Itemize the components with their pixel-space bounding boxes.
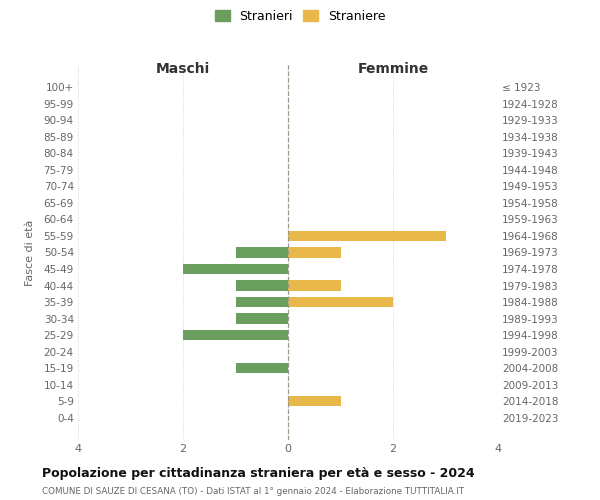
Bar xyxy=(235,280,288,291)
Legend: Stranieri, Straniere: Stranieri, Straniere xyxy=(211,6,389,26)
Text: Popolazione per cittadinanza straniera per età e sesso - 2024: Popolazione per cittadinanza straniera p… xyxy=(42,468,475,480)
Text: Femmine: Femmine xyxy=(358,62,428,76)
Bar xyxy=(235,313,288,324)
Y-axis label: Fasce di età: Fasce di età xyxy=(25,220,35,286)
Bar xyxy=(288,247,341,258)
Bar xyxy=(235,247,288,258)
Bar xyxy=(183,264,288,274)
Bar xyxy=(288,396,341,406)
Bar xyxy=(183,330,288,340)
Bar xyxy=(288,280,341,291)
Bar xyxy=(235,362,288,374)
Text: Maschi: Maschi xyxy=(156,62,210,76)
Text: COMUNE DI SAUZE DI CESANA (TO) - Dati ISTAT al 1° gennaio 2024 - Elaborazione TU: COMUNE DI SAUZE DI CESANA (TO) - Dati IS… xyxy=(42,488,464,496)
Bar xyxy=(288,296,393,308)
Bar xyxy=(235,296,288,308)
Bar xyxy=(288,230,445,241)
